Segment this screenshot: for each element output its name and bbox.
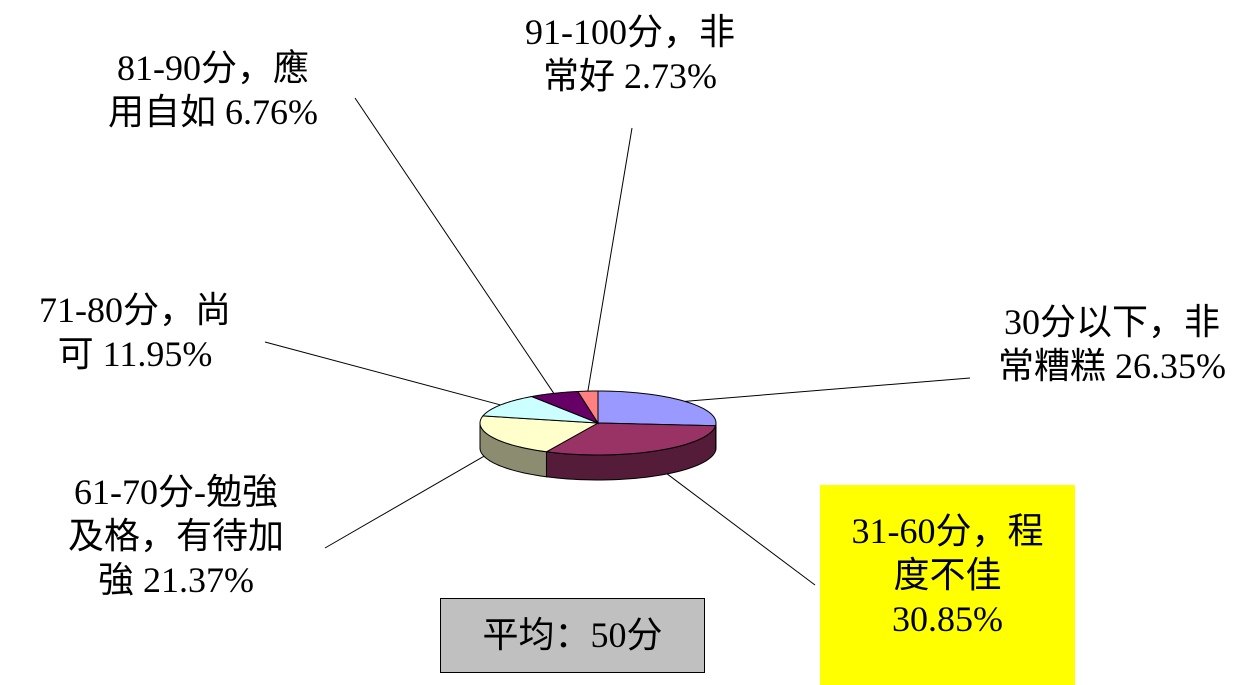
slice-label: 91-100分，非常好 2.73% (515, 10, 745, 98)
leader-line (684, 377, 971, 402)
category-label: 71-80分，尚可 (39, 290, 231, 374)
leader-line (587, 127, 633, 392)
slice-label: 61-70分-勉強及格，有待加強 21.37% (65, 470, 287, 602)
category-label: 61-70分-勉強及格，有待加強 (67, 472, 284, 600)
slice (479, 415, 600, 478)
slice-top (576, 390, 599, 425)
leader-line (324, 451, 492, 549)
value-label: 11.95% (102, 334, 213, 374)
slice-top (481, 396, 599, 424)
leader-line (354, 97, 555, 394)
slice-label: 81-90分，應用自如 6.76% (101, 46, 325, 134)
slice-top (529, 390, 600, 425)
value-label: 30.85% (892, 599, 1003, 639)
category-label: 81-90分，應用自如 (107, 48, 309, 132)
slice-label: 30分以下，非常糟糕 26.35% (997, 300, 1227, 388)
slice (576, 390, 599, 425)
value-label: 6.76% (225, 92, 318, 132)
category-label: 31-60分，程度不佳 (851, 511, 1044, 595)
slice (544, 422, 717, 481)
slice-top (544, 422, 717, 456)
category-label: 91-100分，非常好 (525, 12, 735, 96)
slice-top (597, 390, 717, 427)
value-label: 21.37% (143, 560, 254, 600)
value-label: 26.35% (1115, 346, 1226, 386)
annotation: 平均：50分 (440, 598, 705, 673)
category-label: 30分以下，非常糟糕 (997, 302, 1220, 386)
slice-top (479, 415, 600, 453)
slice (529, 390, 600, 425)
leader-line (656, 465, 816, 586)
slice (481, 396, 599, 424)
value-label: 2.73% (624, 56, 717, 96)
leader-line (264, 341, 501, 406)
slice-label: 71-80分，尚可 11.95% (35, 288, 235, 376)
slice-label: 31-60分，程度不佳 30.85% (820, 485, 1075, 685)
